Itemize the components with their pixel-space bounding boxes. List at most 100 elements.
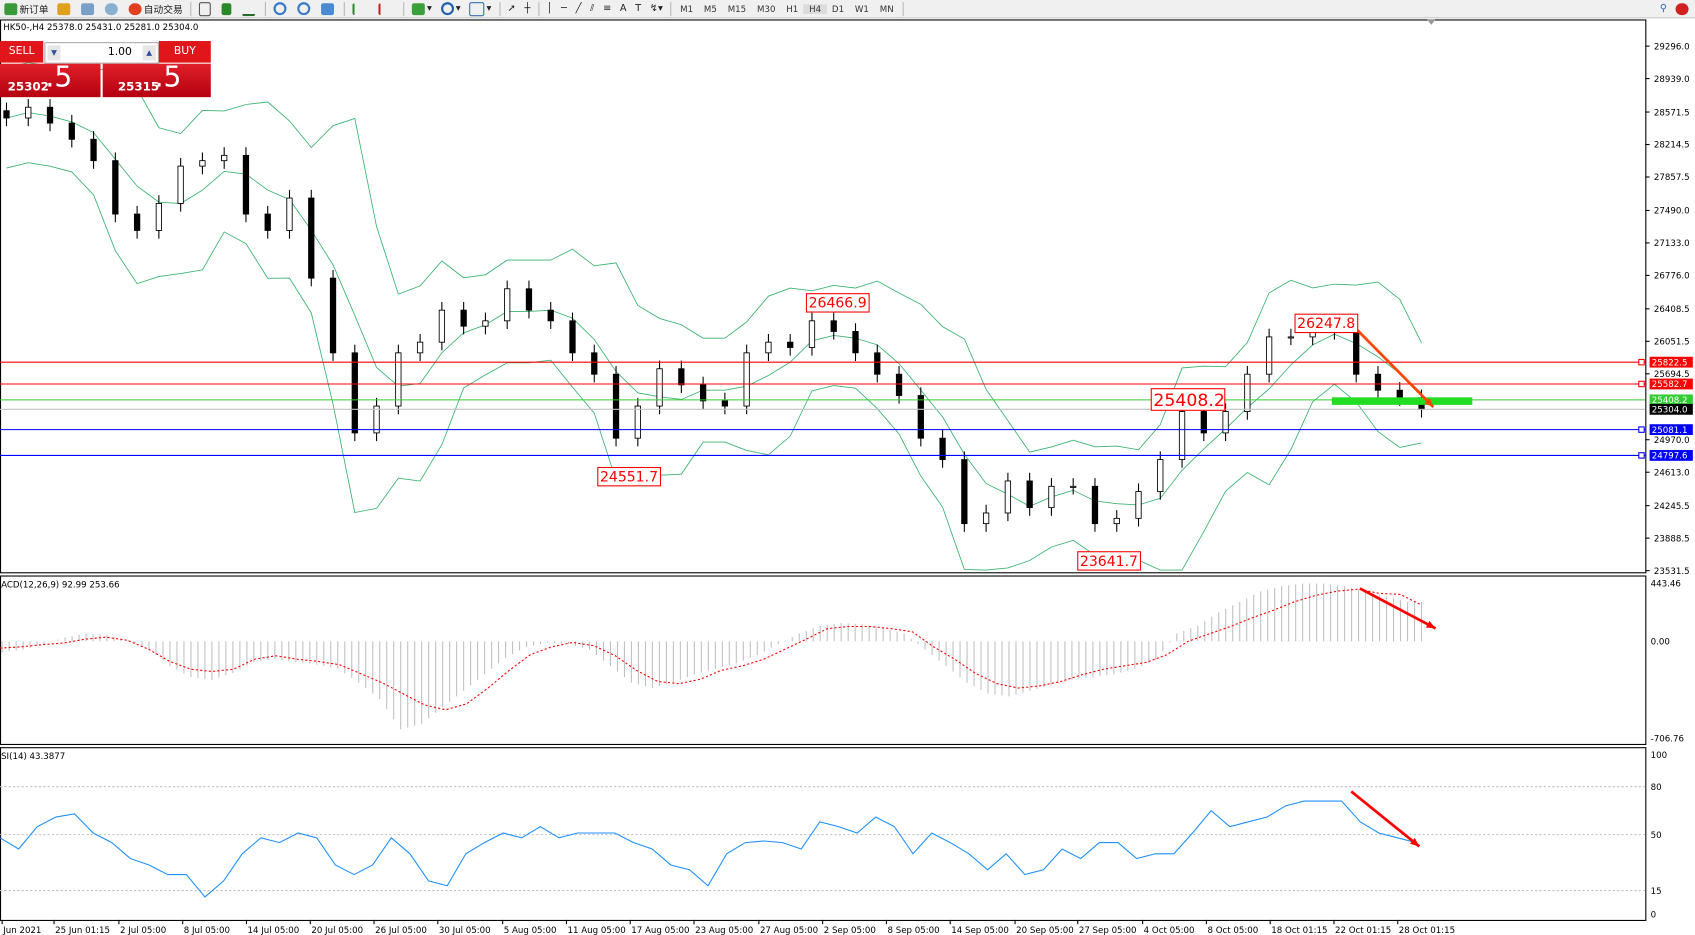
candle-bearish <box>874 352 881 375</box>
candle-bearish <box>68 122 75 140</box>
price-annotation: 23641.7 <box>1080 554 1138 570</box>
candle-bullish <box>656 368 663 407</box>
templates-button[interactable]: ▾ <box>465 1 496 16</box>
candle-bullish <box>1048 485 1055 509</box>
candle-bearish <box>264 213 271 231</box>
volume-down-icon[interactable]: ▼ <box>47 45 61 61</box>
line-handle <box>1638 452 1645 459</box>
new-order-button[interactable]: 新订单 <box>0 1 53 16</box>
candle-bearish <box>852 331 859 354</box>
date-tick-label: 8 Oct 05:00 <box>1207 926 1258 935</box>
scroll-button[interactable] <box>348 1 374 16</box>
chart-header: HK50-,H4 25378.0 25431.0 25281.0 25304.0 <box>3 22 199 33</box>
indicators-button[interactable]: ▾ <box>408 1 437 16</box>
candle-bearish <box>591 352 598 375</box>
sell-button[interactable]: SELL <box>0 41 44 63</box>
candle-bullish <box>765 341 772 354</box>
price-line-tag <box>1649 394 1693 406</box>
macd-trend-arrow-head <box>1425 620 1436 629</box>
price-tick-label: 23888.5 <box>1654 534 1690 544</box>
date-tick-label: 26 Jul 05:00 <box>375 926 427 935</box>
timeframe-mn[interactable]: MN <box>879 3 894 14</box>
date-tick-label: 25 Jun 01:15 <box>55 926 110 935</box>
chart-shift-marker <box>1426 19 1436 25</box>
rsi-tick-label: 50 <box>1651 831 1662 841</box>
cursor-icon: ➚ <box>507 3 516 15</box>
timeframe-m15[interactable]: M15 <box>727 3 747 14</box>
candle-chart-button[interactable] <box>217 1 238 16</box>
volume-input[interactable]: ▼ 1.00 ▲ <box>44 42 159 64</box>
fibonacci-button[interactable]: ≡ <box>599 1 616 16</box>
text-button[interactable]: A <box>616 1 631 16</box>
candle-bullish <box>1004 480 1012 514</box>
timeframe-m1[interactable]: M1 <box>680 3 694 14</box>
buy-button[interactable]: BUY <box>158 41 211 63</box>
vertical-line-button[interactable]: │ <box>542 1 557 16</box>
rsi-trend-arrow <box>1350 790 1421 848</box>
price-tick-label: 24970.0 <box>1654 436 1690 446</box>
zoom-out-button[interactable] <box>293 1 317 16</box>
arrows-button[interactable]: ↯ ▾ <box>649 3 663 15</box>
line-chart-icon <box>242 2 256 16</box>
price-tick-label: 24245.5 <box>1654 502 1690 512</box>
line-chart-button[interactable] <box>238 1 262 16</box>
gold-icon <box>57 2 71 15</box>
timeframe-bar: M1 M5 M15 M30 H1 H4 D1 W1 MN <box>675 3 899 14</box>
cursor-button[interactable]: ➚ <box>503 1 520 16</box>
candle-bearish <box>329 277 337 354</box>
auto-trading-button[interactable]: 自动交易 <box>124 1 187 16</box>
date-tick-label: 2 Sep 05:00 <box>824 926 876 935</box>
support-zone-bar <box>1331 397 1473 405</box>
timeframe-m30[interactable]: M30 <box>756 3 776 14</box>
label-icon: T <box>635 3 642 15</box>
candle-bullish <box>1178 411 1186 460</box>
alert-button[interactable] <box>1671 1 1695 16</box>
price-line-tag <box>1649 424 1693 436</box>
date-tick-label: 23 Aug 05:00 <box>695 926 753 935</box>
line-handle <box>1638 380 1645 388</box>
rsi-trend-arrow-head <box>1410 837 1420 847</box>
volume-value: 1.00 <box>107 46 132 59</box>
gold-button[interactable] <box>53 1 77 16</box>
crosshair-button[interactable]: ┼ <box>520 1 535 16</box>
candle-bullish <box>1135 491 1142 519</box>
sell-price[interactable]: 25302 .5 <box>0 62 101 98</box>
new-order-icon <box>4 2 18 15</box>
bar-chart-button[interactable] <box>195 1 218 16</box>
volume-up-icon[interactable]: ▲ <box>142 45 156 61</box>
tile-icon <box>321 2 335 15</box>
horizontal-line-button[interactable]: ─ <box>557 1 572 16</box>
zoom-in-button[interactable] <box>269 1 293 16</box>
price-tick-label: 28214.5 <box>1654 141 1690 151</box>
timeframe-h1[interactable]: H1 <box>786 3 799 14</box>
timeframe-m5[interactable]: M5 <box>703 3 717 14</box>
label-button[interactable]: T <box>631 1 646 16</box>
search-button[interactable]: ⚲ <box>1655 1 1671 16</box>
shift-button[interactable] <box>374 1 400 16</box>
signal-icon <box>104 2 118 15</box>
timeframe-w1[interactable]: W1 <box>854 3 869 14</box>
buy-price[interactable]: 25315 .5 <box>102 62 211 98</box>
price-tick-label: 25694.5 <box>1654 370 1690 380</box>
price-annotation: 25408.2 <box>1153 391 1224 411</box>
signal-button[interactable] <box>101 1 125 16</box>
timeframe-h4[interactable]: H4 <box>803 3 827 14</box>
trendline-button[interactable]: ╱ <box>571 1 586 16</box>
divider <box>190 1 192 16</box>
periods-button[interactable]: ▾ <box>436 1 465 16</box>
macd-signal-line <box>0 588 1422 711</box>
tile-button[interactable] <box>317 1 341 16</box>
candle-bullish <box>199 160 206 167</box>
candle-bullish <box>743 352 750 407</box>
candle-bullish <box>482 320 489 327</box>
channel-button[interactable]: ⫽ <box>586 1 599 16</box>
candle-bullish <box>1265 336 1273 375</box>
candle-bearish <box>1026 480 1033 509</box>
sell-price-main: 25302 <box>7 79 49 94</box>
price-annotation: 24551.7 <box>600 470 658 486</box>
timeframe-d1[interactable]: D1 <box>831 3 845 14</box>
candle-bullish <box>1287 336 1295 339</box>
history-button[interactable] <box>77 1 101 16</box>
